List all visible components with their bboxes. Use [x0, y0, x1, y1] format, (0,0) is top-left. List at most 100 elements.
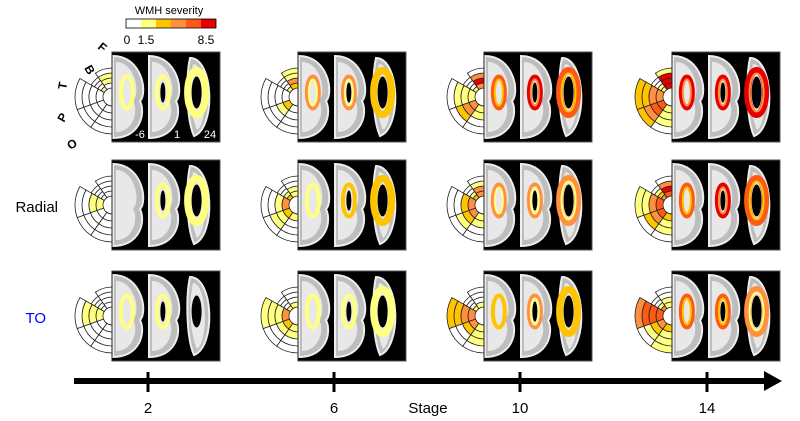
- lesion-overlay: [560, 180, 577, 221]
- row-label-radial: Radial: [15, 199, 58, 216]
- brain-slice: [708, 54, 741, 140]
- ventricle: [377, 295, 388, 328]
- lesion-overlay: [307, 78, 318, 107]
- colorbar-frame: [125, 18, 217, 29]
- panel-fp-stage-10: [446, 51, 593, 143]
- brain-slice: [298, 273, 331, 359]
- ventricle: [160, 190, 166, 211]
- lesion-overlay: [529, 78, 540, 107]
- brain-slice: [520, 54, 553, 140]
- brain-slice: [672, 273, 705, 359]
- slice-label-1: -6: [135, 129, 145, 141]
- lesion-overlay: [744, 67, 770, 118]
- sector-label-o: O: [65, 136, 80, 153]
- lesion-overlay: [304, 293, 321, 330]
- brain-slice: [184, 56, 211, 138]
- stage-label-10: 10: [512, 400, 529, 417]
- axis-tick: [332, 372, 336, 392]
- brain-slice: [334, 273, 367, 359]
- lesion-overlay: [154, 182, 171, 219]
- ventricle: [346, 301, 352, 322]
- colorbar-swatch: [141, 19, 156, 28]
- lesion-overlay: [370, 67, 396, 118]
- bullseye-plot: [260, 52, 299, 142]
- lesion-overlay: [526, 293, 543, 330]
- brain-slice: [148, 162, 181, 248]
- bullseye-plot: [634, 271, 673, 361]
- brain-slice: [484, 54, 517, 140]
- brain-slice: [744, 56, 771, 138]
- lesion-overlay: [678, 182, 695, 219]
- ventricle: [191, 295, 202, 328]
- bullseye-plot: [74, 52, 113, 142]
- colorbar-legend: WMH severity 0 1.5 8.5: [124, 5, 217, 47]
- brain-slice: [370, 164, 397, 246]
- lesion-overlay: [370, 286, 396, 337]
- bullseye-plot: [260, 160, 299, 250]
- brain-slice: [298, 54, 331, 140]
- brain-slice: [370, 56, 397, 138]
- brain-slice: [334, 162, 367, 248]
- colorbar-swatch: [201, 19, 216, 28]
- ventricle: [532, 190, 538, 211]
- brain-slice: [298, 162, 331, 248]
- lesion-overlay: [556, 286, 582, 337]
- lesion-overlay: [681, 186, 692, 215]
- ventricle: [720, 301, 726, 322]
- brain-slice: [112, 273, 145, 359]
- slice-label-3: 24: [204, 129, 216, 141]
- lesion-overlay: [184, 175, 210, 226]
- ventricle: [563, 76, 574, 109]
- lesion-overlay: [529, 297, 540, 326]
- slice-label-2: 1: [174, 129, 180, 141]
- white-matter: [116, 170, 137, 240]
- panel-radial-stage-6: [260, 159, 407, 251]
- ventricle: [346, 190, 352, 211]
- bullseye-plot: [74, 160, 113, 250]
- bullseye-plot: [634, 160, 673, 250]
- lesion-overlay: [490, 74, 507, 111]
- lesion-overlay: [717, 78, 728, 107]
- bullseye-plot: [446, 271, 485, 361]
- brain-slice: [672, 54, 705, 140]
- colorbar-tick-max: 8.5: [198, 33, 215, 47]
- stage-label-6: 6: [330, 400, 338, 417]
- panel-fp-stage-2: [74, 51, 221, 143]
- lesion-overlay: [714, 182, 731, 219]
- stage-label-2: 2: [144, 400, 152, 417]
- lesion-overlay: [717, 297, 728, 326]
- ventricle: [563, 184, 574, 217]
- lesion-overlay: [184, 67, 210, 118]
- lesion-overlay: [118, 74, 135, 111]
- panel-to-stage-10: [446, 270, 593, 362]
- colorbar-tick-min: 0: [124, 33, 131, 47]
- brain-slice: [520, 162, 553, 248]
- lesion-overlay: [714, 293, 731, 330]
- ventricle: [377, 76, 388, 109]
- lesion-overlay: [560, 72, 577, 113]
- bullseye-plot: [634, 52, 673, 142]
- ventricle: [191, 76, 202, 109]
- ventricle: [751, 76, 762, 109]
- lesion-overlay: [748, 180, 765, 221]
- lesion-overlay: [681, 297, 692, 326]
- brain-slice: [148, 273, 181, 359]
- brain-slice: [112, 162, 145, 248]
- lesion-overlay: [748, 72, 765, 113]
- axis-line: [74, 378, 766, 384]
- lesion-overlay: [154, 74, 171, 111]
- brain-slice: [556, 56, 583, 138]
- ventricle: [751, 184, 762, 217]
- lesion-overlay: [343, 78, 354, 107]
- ventricle: [751, 295, 762, 328]
- lesion-overlay: [304, 74, 321, 111]
- stage-axis: 2 6 10 14 Stage: [74, 371, 782, 417]
- brain-slice: [112, 54, 145, 140]
- lesion-overlay: [744, 286, 770, 337]
- lesion-overlay: [490, 182, 507, 219]
- colorbar-tick-mid: 1.5: [138, 33, 155, 47]
- axis-tick: [146, 372, 150, 392]
- lesion-overlay: [714, 74, 731, 111]
- brain-slice: [184, 164, 211, 246]
- lesion-overlay: [748, 291, 765, 332]
